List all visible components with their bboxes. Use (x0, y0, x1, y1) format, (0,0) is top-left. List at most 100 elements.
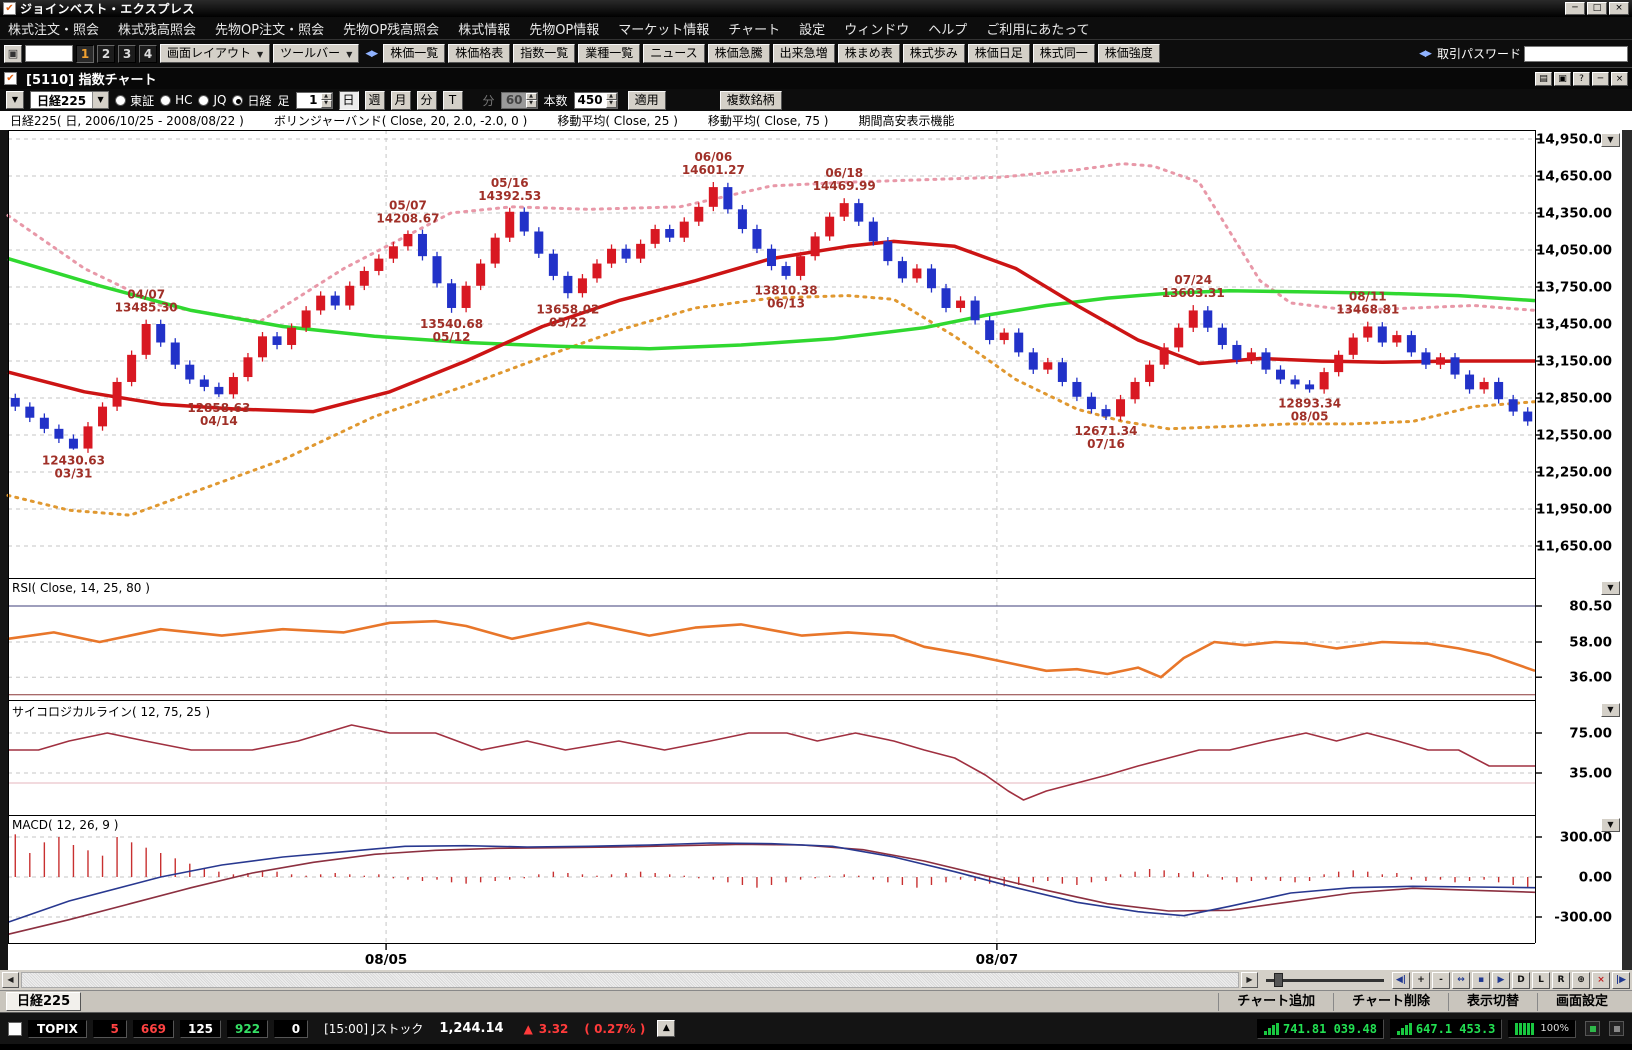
scroll-track[interactable] (21, 972, 1239, 988)
window-minimize-button[interactable]: ─ (1592, 72, 1609, 86)
scroll-left-button[interactable]: ◀ (2, 972, 19, 988)
print-button[interactable]: ▤ (1535, 72, 1552, 86)
zoom-slider[interactable] (1266, 972, 1384, 988)
legend-ma75: 移動平均( Close, 75 ) (708, 112, 829, 129)
maximize-button[interactable]: □ (1587, 2, 1607, 15)
line-mode-button[interactable]: L (1532, 972, 1550, 989)
close-button[interactable]: × (1609, 2, 1629, 15)
menu-stock-info[interactable]: 株式情報 (458, 19, 510, 38)
magnifier-button[interactable]: ⊕ (1572, 972, 1590, 989)
chart-canvas[interactable]: 12430.6303/3104/0713485.3012858.6304/140… (0, 130, 1632, 970)
add-chart-button[interactable]: チャート追加 (1218, 993, 1333, 1011)
macd-panel-dropdown-button[interactable]: ▼ (1601, 818, 1620, 832)
period-week-button[interactable]: 週 (365, 91, 385, 110)
radio-jq[interactable]: JQ (198, 93, 226, 107)
menu-stock-order[interactable]: 株式注文・照会 (8, 19, 99, 38)
toolbar-menu-button[interactable]: ツールバー▼ (273, 44, 359, 63)
spinner-arrows-icon[interactable]: ▲▼ (606, 93, 617, 108)
psych-panel-dropdown-button[interactable]: ▼ (1601, 703, 1620, 717)
help-button[interactable]: ? (1573, 72, 1590, 86)
menu-futures-balance[interactable]: 先物OP残高照会 (343, 19, 439, 38)
quick-button-price-list[interactable]: 株価一覧 (383, 44, 445, 63)
trade-password-input[interactable] (1524, 46, 1628, 62)
reset-button[interactable]: R (1552, 972, 1570, 989)
toolbar: ▣ 1 2 3 4 画面レイアウト▼ ツールバー▼ ◀▶ 株価一覧 株価格表 指… (0, 40, 1632, 67)
menu-help[interactable]: ヘルプ (928, 19, 967, 38)
screen-settings-button[interactable]: 画面設定 (1537, 993, 1626, 1011)
window-close-button[interactable]: × (1611, 72, 1628, 86)
quick-button-daily-chart[interactable]: 株価日足 (968, 44, 1030, 63)
layout-grid-icon[interactable]: ▣ (4, 45, 22, 63)
quick-button-price-strength[interactable]: 株価強度 (1098, 44, 1160, 63)
period-day-button[interactable]: 日 (339, 91, 359, 110)
menu-futures-info[interactable]: 先物OP情報 (529, 19, 599, 38)
signal-meter-icon (1264, 1023, 1279, 1035)
rsi-panel-dropdown-button[interactable]: ▼ (1601, 581, 1620, 595)
quick-button-price-table[interactable]: 株価格表 (448, 44, 510, 63)
apply-button[interactable]: 適用 (628, 91, 666, 110)
quick-button-price-surge[interactable]: 株価急騰 (708, 44, 770, 63)
pan-mode-button[interactable]: ↔ (1452, 972, 1470, 989)
menu-chart[interactable]: チャート (728, 19, 780, 38)
signal-meter-icon (1397, 1023, 1412, 1035)
stop-button[interactable]: ▪ (1472, 972, 1490, 989)
status-value: 922 (227, 1020, 268, 1038)
draw-mode-button[interactable]: D (1512, 972, 1530, 989)
price-panel-dropdown-button[interactable]: ▼ (1601, 133, 1620, 147)
preset-button-4[interactable]: 4 (139, 45, 157, 63)
minute-stepper: 60▲▼ (501, 92, 538, 109)
quick-button-stock-summary[interactable]: 株まめ表 (838, 44, 900, 63)
menu-market-info[interactable]: マーケット情報 (618, 19, 709, 38)
menu-usage-guide[interactable]: ご利用にあたって (986, 19, 1089, 38)
period-month-button[interactable]: 月 (391, 91, 411, 110)
chart-window-title-bar: ✔ [5110] 指数チャート ▤ ▣ ? ─ × (0, 67, 1632, 89)
toggle-display-button[interactable]: 表示切替 (1448, 993, 1537, 1011)
bar-count-stepper[interactable]: 450▲▼ (574, 92, 618, 109)
menu-futures-order[interactable]: 先物OP注文・照会 (215, 19, 324, 38)
slider-handle[interactable] (1274, 973, 1283, 987)
menu-settings[interactable]: 設定 (799, 19, 825, 38)
quick-button-sector-list[interactable]: 業種一覧 (578, 44, 640, 63)
period-tick-button[interactable]: T (443, 91, 463, 110)
delete-chart-button[interactable]: チャート削除 (1333, 993, 1448, 1011)
status-checkbox[interactable] (8, 1022, 22, 1036)
quick-button-same-stock[interactable]: 株式同一 (1033, 44, 1095, 63)
radio-icon (115, 95, 126, 106)
play-button[interactable]: ▶ (1492, 972, 1510, 989)
minimize-button[interactable]: ─ (1565, 2, 1585, 15)
radio-tosho[interactable]: 東証 (115, 92, 154, 109)
radio-hc[interactable]: HC (160, 93, 192, 107)
zoom-out-button[interactable]: - (1432, 972, 1450, 989)
delete-button[interactable]: × (1592, 972, 1610, 989)
screen-layout-button[interactable]: 画面レイアウト▼ (160, 44, 270, 63)
quick-button-tick[interactable]: 株式歩み (903, 44, 965, 63)
code-input[interactable] (25, 45, 73, 62)
preset-button-1[interactable]: 1 (76, 45, 94, 63)
symbol-combobox[interactable]: 日経225 ▼ (30, 91, 109, 109)
menu-stock-balance[interactable]: 株式残高照会 (118, 19, 196, 38)
bar-meter-icon (1515, 1023, 1534, 1035)
interval-stepper[interactable]: 1▲▼ (296, 92, 333, 109)
scroll-to-end-button[interactable]: |▶ (1612, 972, 1630, 989)
collapse-handle-icon[interactable]: ◀▶ (1416, 49, 1434, 59)
collapse-handle-icon[interactable]: ◀▶ (362, 49, 380, 59)
meter-percent-label: 100% (1540, 1023, 1569, 1034)
multi-symbol-button[interactable]: 複数銘柄 (720, 91, 782, 110)
preset-button-2[interactable]: 2 (97, 45, 115, 63)
expand-up-button[interactable]: ▲ (657, 1020, 675, 1037)
chevron-down-icon[interactable]: ▼ (92, 92, 108, 108)
tab-nikkei225[interactable]: 日経225 (6, 992, 81, 1011)
period-minute-button[interactable]: 分 (417, 91, 437, 110)
quick-button-volume-surge[interactable]: 出来急増 (773, 44, 835, 63)
scroll-right-button[interactable]: ▶ (1241, 972, 1258, 988)
preset-button-3[interactable]: 3 (118, 45, 136, 63)
radio-nikkei[interactable]: 日経 (232, 92, 271, 109)
menu-window[interactable]: ウィンドウ (844, 19, 909, 38)
copy-button[interactable]: ▣ (1554, 72, 1571, 86)
zoom-in-button[interactable]: + (1412, 972, 1430, 989)
scroll-to-start-button[interactable]: ◀| (1392, 972, 1410, 989)
quick-button-index-list[interactable]: 指数一覧 (513, 44, 575, 63)
symbol-dropdown-button[interactable]: ▼ (6, 91, 24, 109)
quick-button-news[interactable]: ニュース (643, 44, 704, 63)
spinner-arrows-icon[interactable]: ▲▼ (321, 93, 332, 108)
